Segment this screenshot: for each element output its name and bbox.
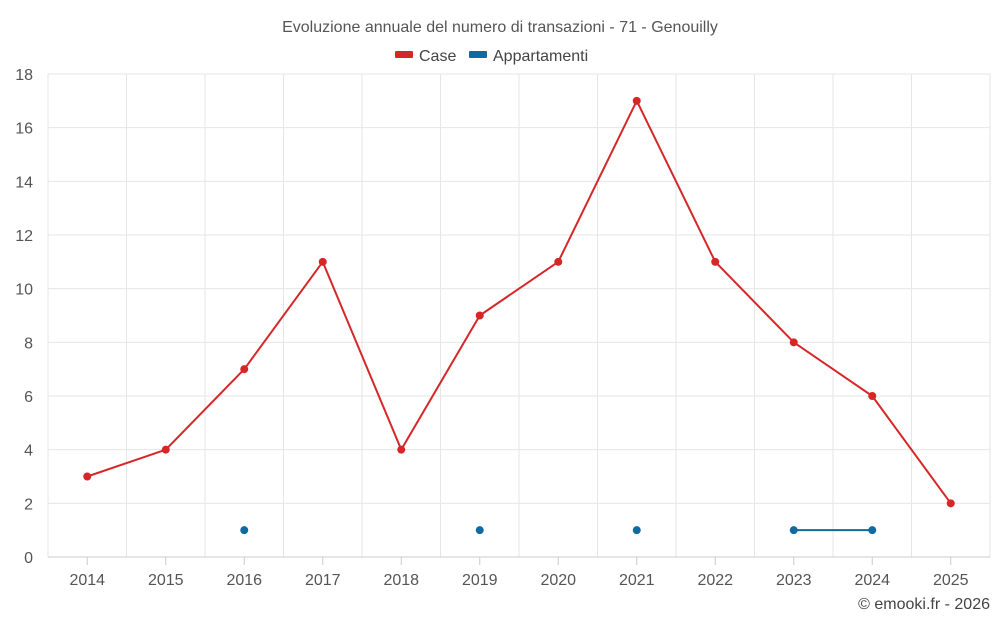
data-point-case[interactable] [711, 257, 720, 266]
grid [47, 73, 991, 557]
data-point-case[interactable] [475, 311, 484, 320]
data-point-appartamenti[interactable] [868, 526, 877, 535]
chart-title: Evoluzione annuale del numero di transaz… [282, 19, 718, 36]
x-tick-label: 2021 [619, 572, 655, 589]
y-tick-label: 8 [24, 335, 33, 352]
series-appartamenti [240, 526, 877, 535]
data-point-case[interactable] [83, 472, 92, 481]
y-tick-label: 10 [15, 282, 33, 299]
data-point-case[interactable] [554, 257, 563, 266]
legend-label-case: Case [419, 48, 456, 65]
x-tick-label: 2017 [305, 572, 341, 589]
data-point-appartamenti[interactable] [475, 526, 484, 535]
x-tick-label: 2018 [383, 572, 419, 589]
data-point-case[interactable] [868, 392, 877, 400]
axes: 0 2 4 6 8 10 12 14 16 18 2014 2015 2016 2017 2018 2019 2… [15, 67, 990, 589]
data-point-case[interactable] [240, 365, 249, 374]
data-point-appartamenti[interactable] [632, 526, 641, 535]
y-tick-label: 0 [24, 550, 33, 567]
y-tick-label: 2 [24, 496, 33, 513]
legend-item-case[interactable]: Case [395, 48, 456, 65]
y-tick-label: 6 [24, 389, 33, 406]
data-point-case[interactable] [946, 499, 955, 508]
data-point-case[interactable] [161, 445, 170, 454]
x-tick-label: 2015 [148, 572, 184, 589]
data-point-case[interactable] [397, 445, 406, 454]
x-tick-label: 2020 [540, 572, 576, 589]
y-tick-label: 18 [15, 67, 33, 84]
legend-item-appartamenti[interactable]: Appartamenti [469, 48, 588, 65]
x-tick-label: 2022 [697, 572, 733, 589]
legend: Case Appartamenti [395, 48, 588, 65]
legend-swatch-case [395, 51, 413, 58]
x-tick-label: 2023 [776, 572, 812, 589]
x-tick-label: 2025 [933, 572, 969, 589]
data-point-case[interactable] [789, 338, 798, 347]
data-point-appartamenti[interactable] [240, 526, 249, 535]
data-point-appartamenti[interactable] [789, 526, 798, 535]
data-point-case[interactable] [632, 96, 641, 105]
y-tick-label: 4 [24, 443, 33, 460]
x-tick-label: 2024 [854, 572, 890, 589]
legend-label-appartamenti: Appartamenti [493, 48, 588, 65]
x-tick-label: 2014 [69, 572, 105, 589]
data-point-case[interactable] [318, 257, 327, 266]
legend-swatch-appartamenti [469, 51, 487, 58]
credit-text: © emooki.fr - 2026 [858, 596, 990, 613]
x-tick-label: 2016 [226, 572, 262, 589]
x-tick-label: 2019 [462, 572, 498, 589]
series-case [83, 96, 955, 508]
y-tick-label: 16 [15, 121, 33, 138]
y-tick-label: 14 [15, 174, 33, 191]
y-tick-label: 12 [15, 228, 33, 245]
series-line-case [86, 99, 952, 504]
series [83, 96, 955, 535]
